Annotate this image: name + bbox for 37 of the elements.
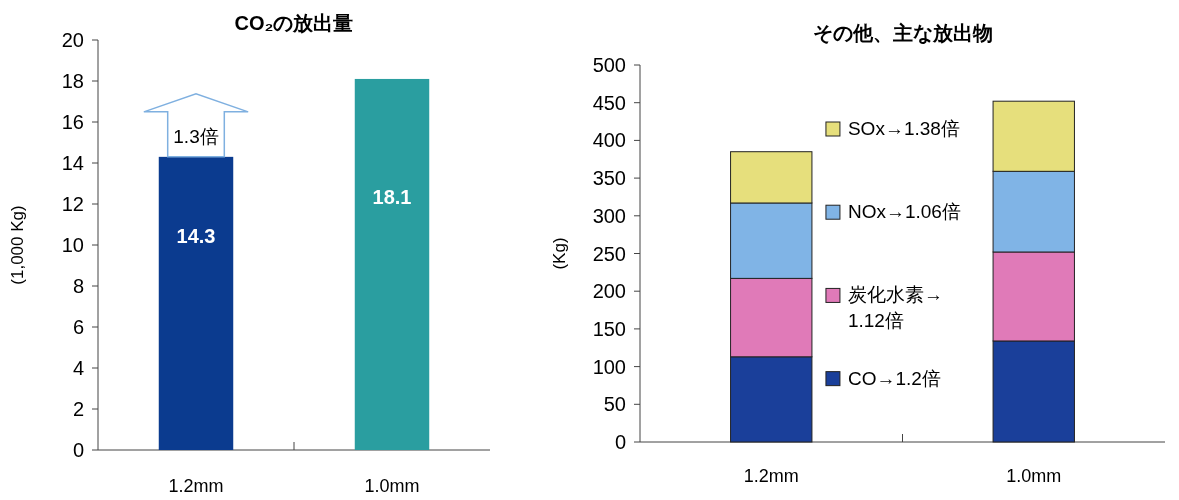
legend-label: CO→1.2倍 [847, 367, 941, 389]
y-tick-label: 0 [72, 439, 84, 461]
x-tick-label: 1.2mm [168, 476, 224, 496]
y-tick-label: 20 [61, 29, 84, 51]
data-label: 14.3 [176, 225, 216, 248]
y-tick-label: 450 [592, 91, 626, 114]
y-tick-label: 12 [61, 193, 84, 215]
x-tick-label: 1.0mm [364, 476, 420, 496]
legend-label: SOx→1.38倍 [847, 118, 960, 139]
x-tick-label: 1.2mm [743, 466, 799, 486]
data-label: 18.1 [372, 186, 412, 209]
y-tick-label: 250 [592, 242, 626, 265]
y-tick-label: 4 [72, 357, 84, 379]
y-tick-label: 6 [72, 316, 84, 338]
y-tick-label: 8 [72, 275, 84, 297]
y-tick-label: 50 [603, 393, 626, 416]
y-tick-label: 350 [592, 167, 626, 190]
legend-label: 炭化水素→1.12倍 [847, 284, 943, 332]
y-tick-label: 300 [592, 204, 626, 227]
y-tick-label: 2 [72, 398, 84, 420]
x-tick-label: 1.0mm [1006, 466, 1062, 486]
y-tick-label: 200 [592, 280, 626, 303]
y-tick-label: 16 [61, 111, 84, 133]
y-tick-label: 150 [592, 317, 626, 340]
y-tick-label: 14 [61, 152, 84, 174]
y-tick-label: 18 [61, 70, 84, 92]
y-axis-title: (Kg) [550, 237, 569, 270]
y-tick-label: 400 [592, 129, 626, 152]
y-tick-label: 500 [592, 54, 626, 76]
annotation: 1.3倍 [173, 125, 219, 147]
chart-title: その他、主な放出物 [812, 22, 993, 44]
chart-title: CO₂の放出量 [234, 12, 354, 34]
y-tick-label: 100 [592, 355, 626, 378]
legend-label: NOx→1.06倍 [847, 201, 961, 223]
y-axis-title: (1,000 Kg) [8, 205, 27, 285]
y-tick-label: 10 [61, 234, 84, 256]
y-tick-label: 0 [614, 431, 626, 453]
